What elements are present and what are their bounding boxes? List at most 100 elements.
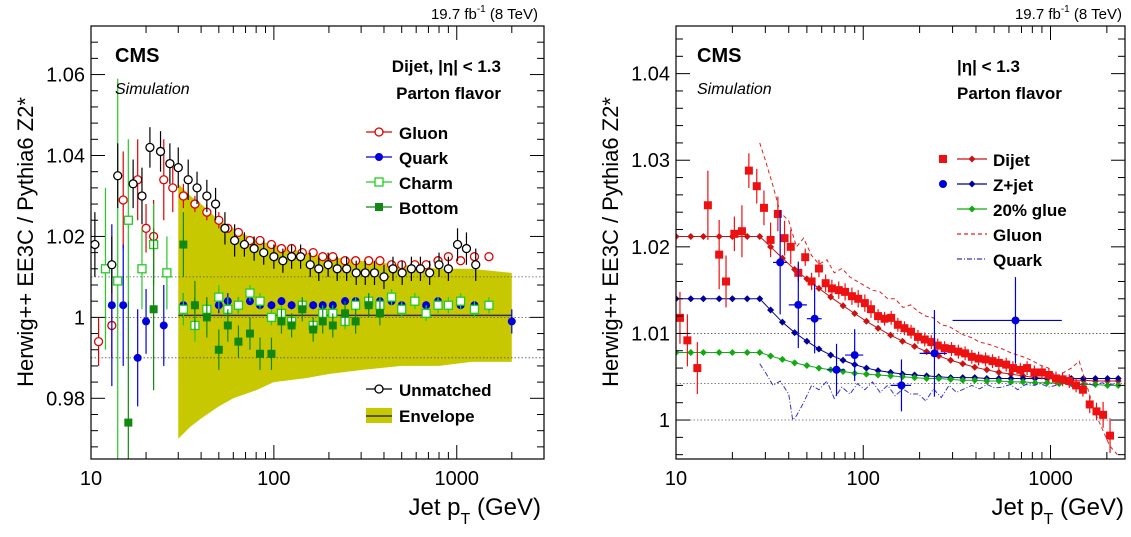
x-tick-label: 10 bbox=[80, 468, 102, 490]
curve-point bbox=[743, 348, 751, 356]
data-point bbox=[832, 365, 841, 374]
y-tick-label: 1.02 bbox=[46, 226, 85, 248]
y-tick-label: 1.04 bbox=[631, 64, 670, 86]
data-point bbox=[287, 301, 296, 310]
data-point bbox=[155, 146, 166, 157]
simulation-label: Simulation bbox=[697, 81, 772, 98]
data-point bbox=[107, 301, 116, 310]
data-point bbox=[452, 239, 463, 250]
series-z-jet bbox=[773, 210, 1062, 412]
curve-point bbox=[778, 355, 786, 363]
data-point bbox=[124, 418, 133, 427]
data-point bbox=[159, 321, 168, 330]
legend-item-bottom: Bottom bbox=[366, 199, 458, 218]
legend-label: Gluon bbox=[399, 124, 448, 143]
curve-point bbox=[827, 351, 835, 359]
data-point bbox=[1044, 370, 1053, 379]
data-point bbox=[880, 314, 889, 323]
legend-marker bbox=[374, 177, 384, 187]
data-point bbox=[994, 358, 1003, 367]
data-point bbox=[266, 312, 277, 323]
data-point bbox=[245, 329, 254, 338]
data-point bbox=[794, 300, 803, 309]
curve-dijet bbox=[676, 232, 1122, 385]
data-point bbox=[780, 234, 789, 243]
data-point bbox=[113, 276, 123, 286]
legend-marker bbox=[374, 127, 384, 137]
simulation-label: Simulation bbox=[115, 81, 190, 98]
legend-label: Charm bbox=[399, 174, 453, 193]
data-point bbox=[930, 349, 939, 358]
data-point bbox=[340, 256, 350, 266]
data-point bbox=[913, 332, 922, 341]
data-point bbox=[137, 264, 147, 274]
data-point bbox=[776, 258, 785, 267]
data-point bbox=[233, 300, 244, 310]
data-point bbox=[375, 256, 385, 266]
curve-point bbox=[687, 348, 695, 356]
data-point bbox=[834, 286, 843, 295]
data-point bbox=[328, 321, 337, 330]
legend-diamond bbox=[968, 155, 976, 163]
data-point bbox=[142, 317, 151, 326]
curve-point bbox=[728, 348, 736, 356]
curve-point bbox=[911, 374, 919, 382]
data-point bbox=[1085, 400, 1094, 409]
flavor-label: Parton flavor bbox=[396, 84, 501, 103]
data-point bbox=[415, 264, 426, 274]
data-point bbox=[267, 349, 276, 358]
curve-point bbox=[1007, 378, 1015, 386]
x-axis-label: Jet pT (GeV) bbox=[992, 494, 1125, 528]
data-point bbox=[850, 351, 859, 360]
legend-item-z-jet: Z+jet bbox=[939, 176, 1033, 195]
data-point bbox=[981, 355, 990, 364]
lumi-label: 19.7 fb-1 (8 TeV) bbox=[1015, 4, 1122, 23]
cms-label: CMS bbox=[697, 45, 741, 67]
data-point bbox=[202, 313, 211, 322]
legend-marker bbox=[375, 203, 383, 211]
curve-point bbox=[1031, 374, 1039, 382]
data-point bbox=[214, 345, 223, 354]
y-axis-label: Herwig++ EE3C / Pythia6 Z2* bbox=[13, 97, 38, 387]
curve-point bbox=[1091, 381, 1099, 389]
data-point bbox=[406, 264, 417, 274]
data-point bbox=[259, 247, 269, 258]
curve-point bbox=[676, 232, 680, 240]
data-point bbox=[455, 296, 466, 306]
curve-point bbox=[947, 375, 955, 383]
data-point bbox=[256, 349, 265, 358]
axes: 10 100 1000 1 1.01 1.02 1.03 1.04 bbox=[631, 26, 1125, 490]
legend-item-quark: Quark bbox=[366, 149, 449, 168]
data-point bbox=[249, 243, 259, 254]
selection-label: Dijet, |η| < 1.3 bbox=[392, 57, 501, 76]
data-point bbox=[168, 183, 178, 193]
data-point bbox=[397, 268, 407, 278]
data-series bbox=[91, 78, 516, 459]
data-point bbox=[947, 345, 956, 354]
curve-point bbox=[699, 348, 707, 356]
curve-point bbox=[862, 364, 870, 372]
curve-point bbox=[1079, 374, 1087, 382]
legend-label: Bottom bbox=[399, 199, 458, 218]
data-point bbox=[484, 300, 494, 310]
data-point bbox=[737, 227, 746, 236]
data-point bbox=[954, 347, 963, 356]
curve-point bbox=[874, 371, 882, 379]
curve-point bbox=[995, 368, 1003, 376]
data-point bbox=[364, 301, 373, 310]
data-point bbox=[1106, 431, 1115, 440]
data-point bbox=[286, 252, 297, 262]
curve-point bbox=[995, 377, 1003, 385]
curve-20-glue bbox=[676, 348, 1122, 389]
data-point bbox=[165, 158, 175, 169]
legend-item-charm: Charm bbox=[366, 174, 453, 193]
data-point bbox=[314, 264, 324, 274]
legend-item-unmatched: Unmatched bbox=[366, 381, 492, 400]
curve-point bbox=[1114, 374, 1122, 382]
curve-gluon bbox=[759, 142, 1118, 456]
curve-point bbox=[923, 374, 931, 382]
flavor-label: Parton flavor bbox=[957, 84, 1062, 103]
data-point bbox=[461, 243, 472, 254]
data-point bbox=[1058, 375, 1067, 384]
data-point bbox=[1092, 407, 1101, 416]
